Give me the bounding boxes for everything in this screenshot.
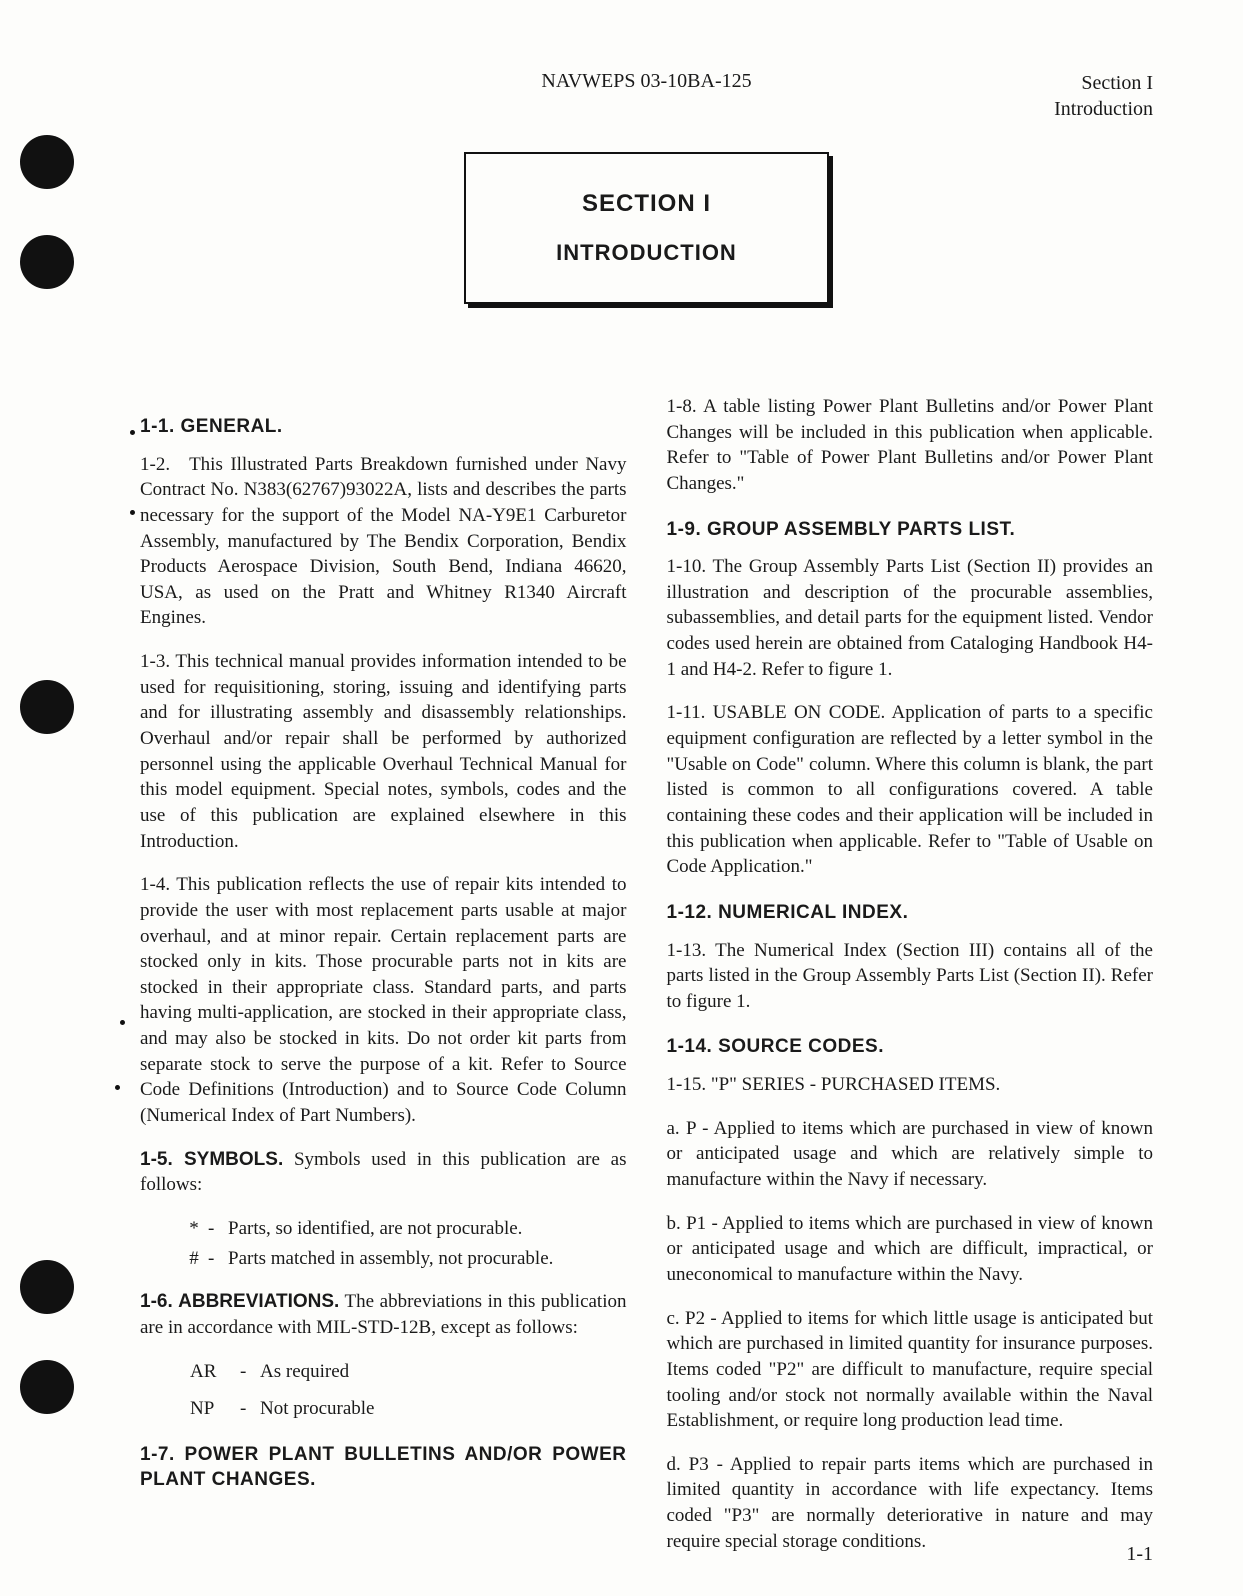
symbol-mark: * bbox=[180, 1216, 208, 1242]
heading-1-1: 1-1. GENERAL. bbox=[140, 414, 627, 440]
para-1-10: 1-10. The Group Assembly Parts List (Sec… bbox=[667, 554, 1154, 682]
heading-1-6: 1-6. ABBREVIATIONS. bbox=[140, 1291, 339, 1312]
document-page: NAVWEPS 03-10BA-125 Section I Introducti… bbox=[0, 0, 1243, 1596]
header-subtitle: Introduction bbox=[815, 96, 1153, 122]
punch-hole bbox=[20, 1260, 74, 1314]
para-1-6: 1-6. ABBREVIATIONS. The abbreviations in… bbox=[140, 1289, 627, 1340]
dash-icon: - bbox=[208, 1246, 228, 1272]
punch-hole bbox=[20, 1360, 74, 1414]
dash-icon: - bbox=[208, 1216, 228, 1242]
dot-icon bbox=[130, 510, 135, 515]
para-1-4: 1-4. This publication reflects the use o… bbox=[140, 872, 627, 1128]
punch-hole bbox=[20, 135, 74, 189]
title-box-wrap: SECTION I INTRODUCTION bbox=[140, 152, 1153, 304]
body-columns: 1-1. GENERAL. 1-2. This Illustrated Part… bbox=[140, 394, 1153, 1554]
abbr-code: NP bbox=[190, 1396, 240, 1422]
para-1-2: 1-2. This Illustrated Parts Breakdown fu… bbox=[140, 452, 627, 631]
header-center: NAVWEPS 03-10BA-125 bbox=[478, 70, 816, 93]
abbr-text: As required bbox=[260, 1359, 349, 1385]
punch-hole bbox=[20, 235, 74, 289]
symbol-text: Parts matched in assembly, not procurabl… bbox=[228, 1246, 627, 1272]
abbr-code: AR bbox=[190, 1359, 240, 1385]
para-1-13: 1-13. The Numerical Index (Section III) … bbox=[667, 938, 1154, 1015]
dot-icon bbox=[130, 430, 135, 435]
para-1-8: 1-8. A table listing Power Plant Bulleti… bbox=[667, 394, 1154, 497]
para-1-11: 1-11. USABLE ON CODE. Application of par… bbox=[667, 700, 1154, 879]
heading-1-14: 1-14. SOURCE CODES. bbox=[667, 1034, 1154, 1060]
para-p-b: b. P1 - Applied to items which are purch… bbox=[667, 1211, 1154, 1288]
dot-icon bbox=[120, 1020, 125, 1025]
para-p-a: a. P - Applied to items which are purcha… bbox=[667, 1116, 1154, 1193]
abbreviation-list: AR - As required NP - Not procurable bbox=[190, 1359, 627, 1422]
heading-1-9: 1-9. GROUP ASSEMBLY PARTS LIST. bbox=[667, 517, 1154, 543]
para-1-3: 1-3. This technical manual provides info… bbox=[140, 649, 627, 854]
para-p-c: c. P2 - Applied to items for which littl… bbox=[667, 1306, 1154, 1434]
title-line-2: INTRODUCTION bbox=[556, 240, 737, 266]
heading-1-5: 1-5. SYMBOLS. bbox=[140, 1149, 283, 1170]
para-1-15: 1-15. "P" SERIES - PURCHASED ITEMS. bbox=[667, 1072, 1154, 1098]
abbr-text: Not procurable bbox=[260, 1396, 374, 1422]
symbol-row: # - Parts matched in assembly, not procu… bbox=[180, 1246, 627, 1272]
punch-hole bbox=[20, 680, 74, 734]
heading-1-7: 1-7. POWER PLANT BULLETINS AND/OR POWER … bbox=[140, 1442, 627, 1493]
title-box: SECTION I INTRODUCTION bbox=[464, 152, 829, 304]
abbreviation-row: AR - As required bbox=[190, 1359, 627, 1385]
dash-icon: - bbox=[240, 1396, 260, 1422]
page-header: NAVWEPS 03-10BA-125 Section I Introducti… bbox=[140, 70, 1153, 122]
symbol-text: Parts, so identified, are not procurable… bbox=[228, 1216, 627, 1242]
page-number: 1-1 bbox=[1126, 1543, 1153, 1566]
heading-1-12: 1-12. NUMERICAL INDEX. bbox=[667, 900, 1154, 926]
symbol-mark: # bbox=[180, 1246, 208, 1272]
dash-icon: - bbox=[240, 1359, 260, 1385]
para-1-5: 1-5. SYMBOLS. Symbols used in this publi… bbox=[140, 1147, 627, 1198]
header-section: Section I bbox=[815, 70, 1153, 96]
dot-icon bbox=[115, 1085, 120, 1090]
abbreviation-row: NP - Not procurable bbox=[190, 1396, 627, 1422]
header-right: Section I Introduction bbox=[815, 70, 1153, 122]
symbol-row: * - Parts, so identified, are not procur… bbox=[180, 1216, 627, 1242]
title-line-1: SECTION I bbox=[556, 190, 737, 218]
symbol-list: * - Parts, so identified, are not procur… bbox=[180, 1216, 627, 1271]
para-p-d: d. P3 - Applied to repair parts items wh… bbox=[667, 1452, 1154, 1555]
